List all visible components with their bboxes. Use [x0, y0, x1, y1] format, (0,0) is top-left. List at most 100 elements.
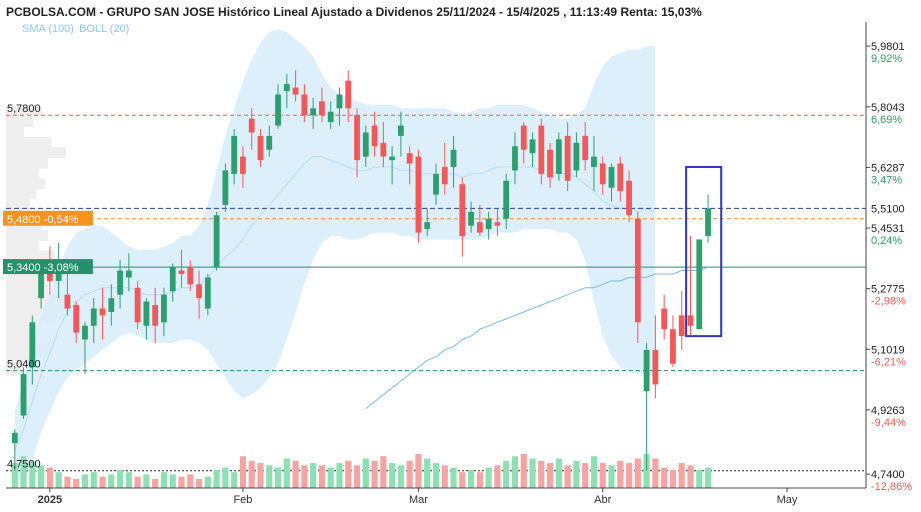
y-tick-pct: -6,21%	[871, 356, 906, 368]
candle	[389, 146, 396, 185]
volume-bar	[520, 454, 527, 488]
candle-body	[292, 87, 299, 95]
volume-profile-bar	[6, 105, 42, 117]
candle	[459, 177, 466, 257]
volume-profile-bar	[6, 198, 30, 210]
candle	[134, 280, 141, 330]
candle	[169, 263, 176, 302]
candle	[354, 108, 360, 178]
candle	[196, 270, 202, 319]
candle-body	[450, 149, 457, 167]
candle	[222, 163, 229, 212]
y-tick-pct: -2,98%	[871, 296, 906, 308]
candle-body	[187, 267, 194, 285]
x-tick-label: May	[777, 494, 798, 506]
candle	[231, 129, 238, 185]
candle-body	[608, 166, 615, 188]
candle	[108, 284, 115, 326]
candle-body	[634, 218, 641, 323]
volume-bar	[424, 458, 431, 488]
candle	[634, 211, 641, 344]
candle-body	[705, 208, 711, 237]
candle-body	[520, 125, 527, 150]
candle	[503, 173, 510, 230]
volume-bar	[432, 463, 440, 488]
candle-body	[196, 284, 202, 299]
candle-body	[82, 325, 88, 340]
candle	[398, 111, 404, 157]
candle-body	[336, 94, 343, 109]
volume-bar	[38, 465, 45, 488]
volume-profile-bar	[6, 136, 51, 148]
volume-bar	[599, 463, 606, 488]
candle	[494, 208, 501, 237]
candle-body	[555, 139, 562, 174]
candle-body	[248, 118, 255, 133]
volume-bar	[108, 474, 115, 488]
volume-bar	[231, 472, 238, 488]
volume-bar	[99, 476, 106, 488]
candle	[143, 298, 150, 340]
level-label: 5,4800 -0,54%	[7, 214, 79, 226]
candle	[11, 429, 18, 471]
candle	[125, 253, 132, 292]
candle	[161, 287, 167, 337]
candle	[643, 343, 650, 471]
volume-bar	[318, 465, 325, 488]
volume-bar	[20, 456, 27, 488]
volume-bar	[564, 465, 571, 488]
volume-bar	[415, 454, 422, 488]
volume-bar	[283, 458, 290, 488]
volume-profile-bar	[6, 126, 24, 138]
candle	[292, 70, 299, 102]
candle	[310, 97, 317, 130]
volume-bar	[625, 463, 633, 488]
volume-profile-bar	[6, 343, 51, 355]
candle	[687, 236, 694, 337]
candle-body	[494, 222, 501, 226]
candle	[178, 249, 185, 288]
volume-bar	[450, 467, 457, 488]
candle	[591, 135, 597, 192]
volume-profile-bar	[6, 312, 57, 324]
y-tick-pct: 3,47%	[871, 174, 902, 186]
candle	[319, 87, 325, 123]
volume-bar	[547, 463, 554, 488]
volume-profile-bar	[6, 188, 36, 200]
candle-body	[99, 308, 106, 316]
y-tick-label: 5,2775	[871, 284, 905, 296]
volume-profile-bar	[6, 302, 72, 314]
volume-bar	[687, 465, 694, 488]
candle	[424, 208, 431, 237]
volume-bar	[152, 478, 159, 488]
x-tick-label: Mar	[409, 494, 428, 506]
candle	[441, 142, 448, 195]
volume-bar	[696, 469, 703, 488]
y-tick-label: 5,8043	[871, 102, 905, 114]
volume-bar	[64, 476, 71, 488]
candle-body	[371, 125, 378, 147]
candle	[520, 122, 527, 164]
volume-bar	[274, 467, 282, 488]
candle	[433, 163, 439, 205]
volume-bar	[125, 472, 132, 488]
candle	[380, 122, 387, 167]
volume-bar	[248, 460, 255, 488]
candle	[266, 125, 273, 157]
y-tick-label: 4,7400	[871, 469, 905, 481]
candle-body	[134, 287, 141, 323]
volume-profile-bar	[6, 292, 63, 304]
candle	[678, 291, 685, 350]
highlight-box	[685, 165, 723, 338]
candle-body	[547, 149, 553, 178]
candle-body	[582, 135, 589, 161]
candle	[336, 87, 343, 126]
volume-bar	[213, 469, 220, 488]
volume-bar	[90, 472, 97, 488]
candle	[327, 101, 334, 130]
volume-bar	[669, 469, 677, 488]
volume-bar	[494, 465, 501, 488]
candle-body	[161, 294, 167, 323]
candle	[275, 84, 281, 130]
